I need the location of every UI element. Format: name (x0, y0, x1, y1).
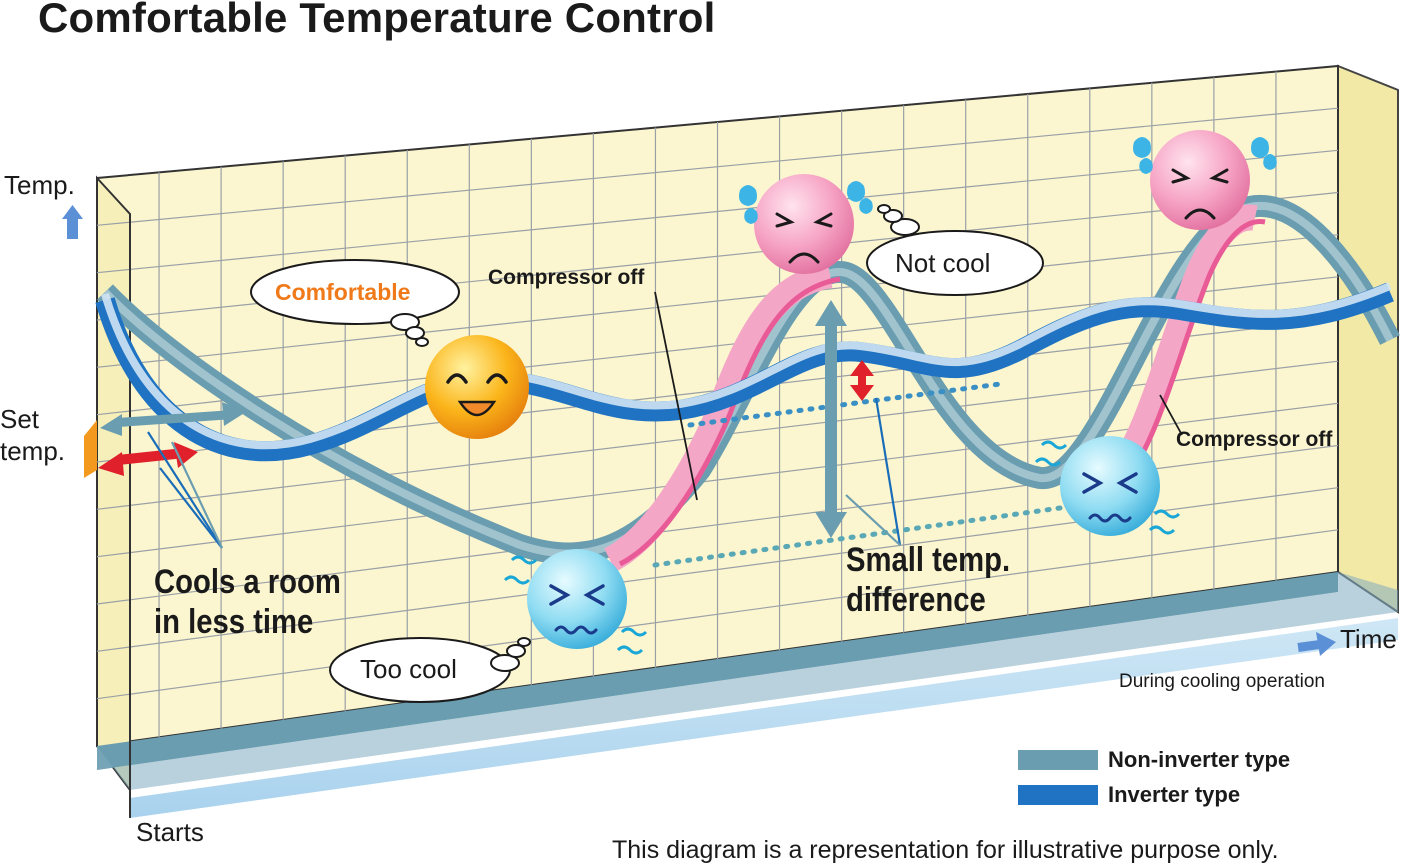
set-temp-marker (84, 420, 97, 478)
grid-line-horizontal (96, 529, 1339, 700)
compressor-off-label-1: Compressor off (488, 266, 645, 289)
small-diff-note-line2: difference (846, 581, 986, 619)
disclaimer: This diagram is a representation for ill… (612, 836, 1279, 864)
unhappy-hot-face-icon (739, 174, 873, 274)
set-temp-label-line1: Set (0, 404, 40, 434)
compressor-off-ribbon-2 (1109, 204, 1258, 478)
cools-room-note-line1: Cools a room (154, 563, 341, 601)
right-arrow-icon (1297, 632, 1336, 656)
compressor-off-label-2: Compressor off (1176, 428, 1333, 451)
not-cool-bubble-text: Not cool (895, 248, 991, 278)
inverter-temp-range-arrow (850, 360, 874, 401)
start-label: Starts (136, 817, 204, 847)
legend-label-non-inverter: Non-inverter type (1108, 747, 1291, 772)
floor-base (97, 572, 1338, 770)
y-axis-label: Temp. (4, 170, 75, 200)
cooling-operation-note: During cooling operation (1119, 671, 1325, 692)
page-title: Comfortable Temperature Control (38, 0, 716, 41)
inverter-ribbon (95, 282, 1394, 462)
too-cool-bubble-text: Too cool (360, 654, 457, 684)
non-inverter-temp-range-arrow (815, 300, 847, 538)
cools-room-note-line2: in less time (154, 603, 314, 641)
small-diff-note-line1: Small temp. (846, 541, 1011, 579)
grid-line-horizontal (96, 234, 1339, 368)
comfortable-bubble (250, 259, 460, 347)
legend-label-inverter: Inverter type (1108, 782, 1241, 807)
unhappy-hot-face-icon (1133, 130, 1277, 230)
too-cool-bubble (329, 637, 531, 703)
happy-face-icon (425, 335, 529, 439)
x-axis-label: Time (1340, 624, 1397, 654)
legend-swatch-non-inverter (1018, 750, 1098, 770)
legend-swatch-inverter (1018, 785, 1098, 805)
comfortable-bubble-text: Comfortable (275, 279, 411, 305)
grid-line-horizontal (96, 149, 1339, 274)
cold-face-icon (1034, 436, 1181, 536)
grid-line-horizontal (96, 107, 1339, 226)
non-inverter-cool-time-arrow (100, 402, 246, 436)
set-temp-label-line2: temp. (0, 436, 66, 466)
not-cool-bubble (866, 204, 1044, 296)
up-arrow-icon (62, 205, 83, 239)
cold-face-icon (503, 549, 648, 655)
floor-inverter-strip (130, 618, 1398, 818)
